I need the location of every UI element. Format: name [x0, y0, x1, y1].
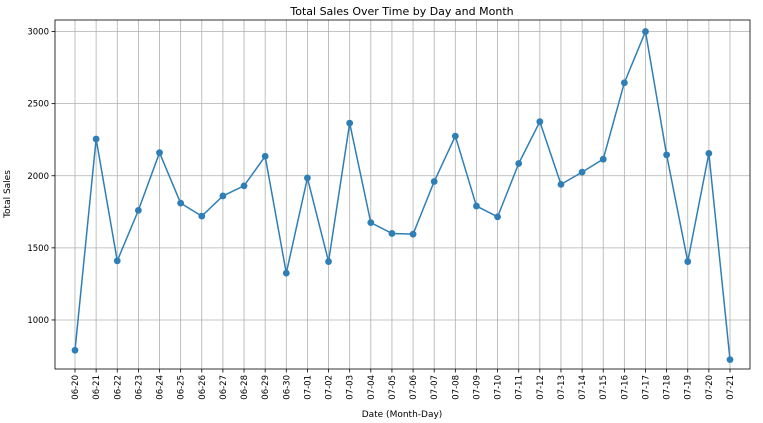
data-point	[113, 257, 121, 265]
x-tick-label: 06-30	[282, 375, 292, 400]
data-point	[494, 213, 501, 221]
x-tick-label: 07-16	[620, 375, 630, 400]
data-point	[726, 356, 734, 364]
x-tick-label: 06-24	[156, 375, 166, 400]
data-point	[388, 230, 396, 237]
data-point	[198, 212, 206, 220]
data-point	[663, 151, 671, 159]
series-line	[74, 30, 731, 360]
chart-title: Total Sales Over Time by Day and Month	[289, 5, 513, 18]
data-points	[71, 28, 734, 364]
x-tick-label: 06-26	[198, 375, 208, 400]
data-point	[536, 118, 544, 126]
data-point	[261, 152, 269, 160]
x-tick-label: 07-18	[663, 375, 673, 400]
data-point	[367, 219, 375, 227]
data-point	[304, 174, 311, 182]
y-tick-label: 2500	[27, 100, 49, 110]
y-tick-label: 2000	[27, 172, 49, 182]
x-tick-label: 07-12	[536, 375, 546, 400]
data-point	[430, 178, 438, 185]
data-point	[451, 132, 459, 140]
x-tick-label: 07-13	[557, 375, 567, 400]
x-tick-label: 06-29	[261, 375, 271, 400]
x-tick-label: 07-15	[599, 375, 609, 400]
x-tick-label: 07-02	[325, 375, 335, 400]
data-point	[177, 199, 185, 207]
x-tick-label: 06-20	[71, 375, 81, 400]
x-tick-label: 06-25	[177, 375, 187, 400]
data-point	[282, 269, 290, 277]
data-point	[473, 202, 480, 210]
data-point	[578, 168, 586, 176]
x-axis-label: Date (Month-Day)	[362, 410, 443, 420]
x-tick-label: 07-17	[641, 375, 651, 400]
x-tick-label: 07-07	[430, 375, 440, 400]
plot-area	[55, 20, 750, 369]
data-point	[684, 258, 692, 265]
x-tick-label: 06-21	[92, 375, 102, 400]
y-tick-label: 1500	[27, 244, 49, 254]
y-axis-label: Total Sales	[3, 170, 13, 219]
data-point	[599, 155, 607, 163]
x-tick-label: 07-11	[515, 375, 525, 400]
data-point	[409, 230, 417, 238]
plot-frame	[54, 19, 751, 370]
x-tick-label: 07-05	[388, 375, 398, 400]
data-point	[325, 258, 332, 265]
x-tick-label: 07-10	[494, 375, 504, 400]
x-tick-label: 07-04	[367, 375, 377, 400]
data-point	[346, 119, 354, 127]
data-point	[219, 192, 227, 200]
grid-lines	[55, 20, 750, 369]
x-tick-label: 06-28	[240, 375, 250, 400]
x-tick-label: 07-01	[303, 375, 313, 400]
data-point	[71, 346, 79, 354]
y-tick-label: 3000	[27, 28, 49, 38]
x-tick-label: 06-23	[134, 375, 144, 400]
data-point	[642, 28, 649, 35]
data-point	[92, 135, 100, 143]
x-axis-ticks: 06-20 06-21 06-22 06-23 06-24 06-25 06-26 06-27…	[71, 369, 736, 400]
x-tick-label: 07-19	[684, 375, 694, 400]
series-line-layer	[74, 30, 731, 360]
y-tick-label: 1000	[27, 316, 49, 326]
data-point	[156, 149, 163, 157]
x-tick-label: 07-14	[578, 375, 588, 400]
x-tick-label: 07-03	[346, 375, 356, 400]
data-point	[620, 79, 628, 87]
data-point	[240, 182, 248, 190]
data-point	[557, 181, 565, 188]
x-tick-label: 07-06	[409, 375, 419, 400]
x-tick-label: 07-08	[451, 375, 461, 400]
data-point	[515, 160, 523, 167]
x-tick-label: 06-27	[219, 375, 229, 400]
data-point	[134, 206, 142, 214]
x-tick-label: 07-20	[705, 375, 715, 400]
x-tick-label: 07-21	[726, 375, 736, 400]
x-tick-label: 07-09	[472, 375, 482, 400]
data-point	[705, 149, 713, 157]
x-tick-label: 06-22	[113, 375, 123, 400]
y-axis-ticks: 1000 1500 2000 2500 3000	[27, 28, 55, 326]
